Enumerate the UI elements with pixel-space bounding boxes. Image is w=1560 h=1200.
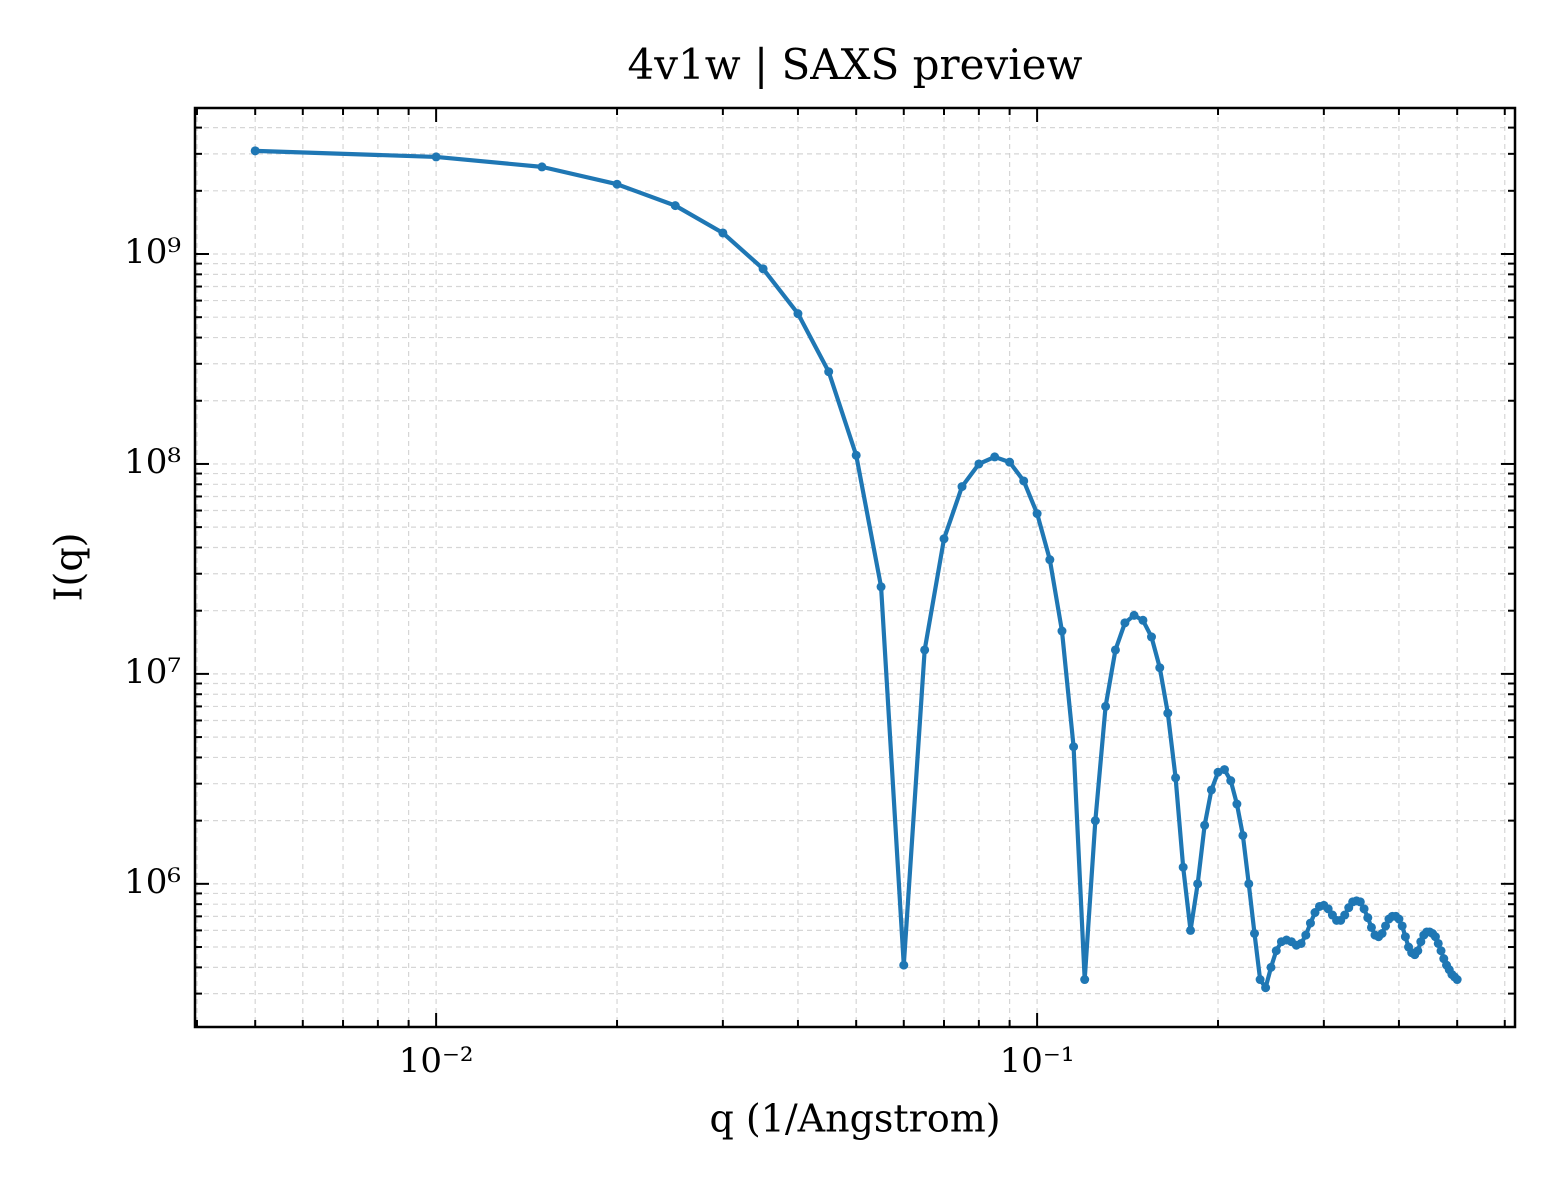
data-point — [670, 201, 680, 211]
x-axis-label: q (1/Angstrom) — [709, 1097, 1000, 1141]
data-point — [1397, 921, 1407, 931]
data-point — [758, 264, 768, 274]
y-tick-label: 10⁸ — [124, 442, 181, 482]
data-point — [851, 450, 861, 460]
data-point — [899, 960, 909, 970]
data-point — [1266, 962, 1276, 972]
x-tick-label: 10⁻² — [399, 1041, 474, 1081]
data-point — [1110, 645, 1120, 655]
data-point — [1255, 975, 1265, 985]
data-point — [1271, 946, 1281, 956]
data-point — [718, 228, 728, 238]
data-point — [1045, 555, 1055, 565]
data-point — [1178, 862, 1188, 872]
data-point — [1366, 922, 1376, 932]
data-point — [1355, 897, 1365, 907]
data-point — [1413, 946, 1423, 956]
chart-title: 4v1w | SAXS preview — [628, 40, 1083, 89]
data-point — [1381, 921, 1391, 931]
data-point — [1146, 632, 1156, 642]
x-tick-label: 10⁻¹ — [1000, 1041, 1075, 1081]
data-point — [793, 309, 803, 319]
data-point — [1244, 879, 1254, 889]
data-point — [920, 645, 930, 655]
data-point — [1032, 509, 1042, 519]
data-point — [1206, 785, 1216, 795]
data-point — [1129, 610, 1139, 620]
data-point — [1080, 975, 1090, 985]
data-point — [1363, 913, 1373, 923]
data-point — [1433, 938, 1443, 948]
data-point — [939, 534, 949, 544]
y-axis-label: I(q) — [47, 533, 91, 602]
data-point — [1249, 928, 1259, 938]
data-point — [1452, 975, 1462, 985]
data-point — [1394, 914, 1404, 924]
data-point — [990, 452, 1000, 462]
y-tick-label: 10⁷ — [124, 652, 181, 692]
data-point — [1238, 830, 1248, 840]
data-point — [824, 367, 834, 377]
data-point — [1359, 904, 1369, 914]
data-point — [1436, 946, 1446, 956]
data-point — [1155, 663, 1165, 673]
data-point — [1261, 983, 1271, 993]
data-point — [1296, 938, 1306, 948]
data-point — [1120, 618, 1130, 628]
data-point — [1305, 918, 1315, 928]
data-point — [1090, 816, 1100, 826]
data-point — [1163, 708, 1173, 718]
data-point — [1377, 928, 1387, 938]
plot-frame — [193, 106, 1517, 1029]
data-point — [1400, 932, 1410, 942]
data-point — [1019, 476, 1029, 486]
data-point — [1193, 879, 1203, 889]
y-tick-label: 10⁹ — [124, 232, 181, 272]
data-point — [612, 179, 622, 189]
data-point — [1301, 930, 1311, 940]
y-tick-label: 10⁶ — [124, 862, 181, 902]
data-point — [1057, 626, 1067, 636]
data-point — [1430, 932, 1440, 942]
data-point — [1232, 799, 1242, 809]
data-point — [250, 146, 260, 156]
data-point — [1101, 701, 1111, 711]
data-point — [1186, 925, 1196, 935]
data-point — [1005, 457, 1015, 467]
data-point — [431, 152, 441, 162]
data-point — [1138, 615, 1148, 625]
data-point — [537, 162, 547, 172]
data-point — [957, 482, 967, 492]
data-point — [1171, 773, 1181, 783]
data-point — [1219, 765, 1229, 775]
data-point — [1340, 910, 1350, 920]
data-point — [1200, 820, 1210, 830]
data-point — [1226, 776, 1236, 786]
data-point — [1069, 742, 1079, 752]
data-point — [974, 459, 984, 469]
data-point — [876, 582, 886, 592]
